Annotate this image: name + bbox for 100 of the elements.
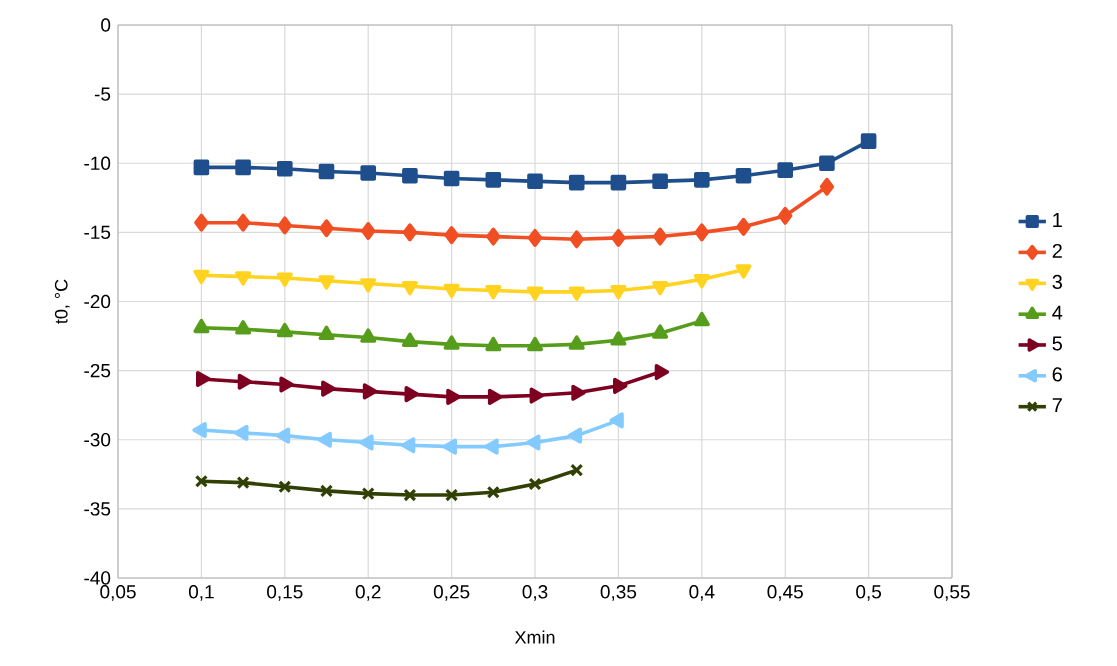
point <box>235 271 252 286</box>
point <box>443 283 460 299</box>
x-axis-title: Xmin <box>514 630 555 644</box>
point <box>526 336 544 352</box>
point <box>193 318 210 334</box>
point <box>611 228 626 247</box>
point <box>654 363 670 381</box>
point <box>402 223 418 242</box>
point <box>484 438 499 455</box>
point <box>567 427 583 444</box>
point <box>360 278 377 293</box>
point <box>569 230 584 249</box>
point <box>571 384 586 401</box>
point <box>736 217 751 236</box>
point <box>237 373 253 390</box>
point <box>819 177 835 196</box>
point <box>527 173 543 190</box>
point <box>568 286 585 301</box>
point <box>778 206 793 225</box>
point <box>442 438 458 455</box>
x-tick-label: 0,15 <box>267 585 303 601</box>
point <box>319 219 334 238</box>
point <box>318 163 335 180</box>
point <box>359 434 374 451</box>
point <box>694 223 710 242</box>
point <box>275 427 291 444</box>
point <box>443 170 460 187</box>
point <box>360 328 377 343</box>
point <box>318 325 335 341</box>
point <box>277 216 293 235</box>
point <box>193 269 210 285</box>
point <box>526 286 544 301</box>
point <box>360 165 377 181</box>
y-tick-label: -40 <box>84 571 111 585</box>
point <box>735 167 752 184</box>
point <box>361 222 376 240</box>
y-tick-label: -15 <box>84 225 111 240</box>
point <box>568 335 585 350</box>
point <box>446 388 461 405</box>
point <box>610 331 627 346</box>
legend-label: 2 <box>1052 243 1062 258</box>
y-tick-label: -35 <box>84 502 111 516</box>
point <box>235 213 251 232</box>
point <box>235 320 252 335</box>
point <box>486 227 501 246</box>
point <box>526 434 541 451</box>
point <box>777 162 794 178</box>
point <box>735 264 752 279</box>
x-tick-label: 0,4 <box>689 585 715 601</box>
legend-label: 1 <box>1053 213 1062 227</box>
point <box>819 155 835 172</box>
point <box>193 159 210 176</box>
point <box>234 424 249 441</box>
point <box>445 488 459 502</box>
point <box>321 380 336 397</box>
point <box>278 480 292 494</box>
y-tick-label: 0 <box>101 18 111 32</box>
legend-label: 7 <box>1052 398 1062 413</box>
point <box>527 228 543 247</box>
point <box>361 487 375 501</box>
y-tick-label: -30 <box>84 433 111 447</box>
point <box>236 476 250 490</box>
point <box>192 422 207 439</box>
point <box>652 324 669 339</box>
point <box>487 388 503 405</box>
x-tick-label: 0,3 <box>522 585 548 601</box>
legend-label: 3 <box>1052 274 1062 290</box>
point <box>235 159 251 176</box>
x-tick-label: 0,45 <box>767 585 803 601</box>
point <box>570 463 584 477</box>
point <box>276 272 293 287</box>
point <box>568 174 585 191</box>
point <box>403 488 417 502</box>
legend-label: 4 <box>1052 305 1063 320</box>
point <box>194 213 209 232</box>
point <box>276 322 293 338</box>
point <box>443 335 460 350</box>
point <box>400 437 416 454</box>
point <box>362 383 378 400</box>
point <box>694 172 710 188</box>
point <box>652 227 668 246</box>
point <box>860 133 877 149</box>
point <box>485 172 502 188</box>
x-tick-label: 0,5 <box>856 585 882 601</box>
point <box>444 226 459 245</box>
point <box>652 280 669 296</box>
x-tick-label: 0,25 <box>433 585 470 601</box>
y-axis-title: t0, °C <box>54 279 70 324</box>
point <box>693 311 710 327</box>
x-tick-label: 0,2 <box>355 585 381 601</box>
point <box>404 386 419 403</box>
point <box>485 336 502 352</box>
point <box>609 412 624 429</box>
point <box>486 485 500 499</box>
point <box>319 484 334 498</box>
y-tick-label: -5 <box>94 87 111 101</box>
point <box>693 273 710 289</box>
x-tick-label: 0,35 <box>600 585 637 601</box>
y-tick-label: -10 <box>84 156 111 170</box>
point <box>529 387 545 404</box>
